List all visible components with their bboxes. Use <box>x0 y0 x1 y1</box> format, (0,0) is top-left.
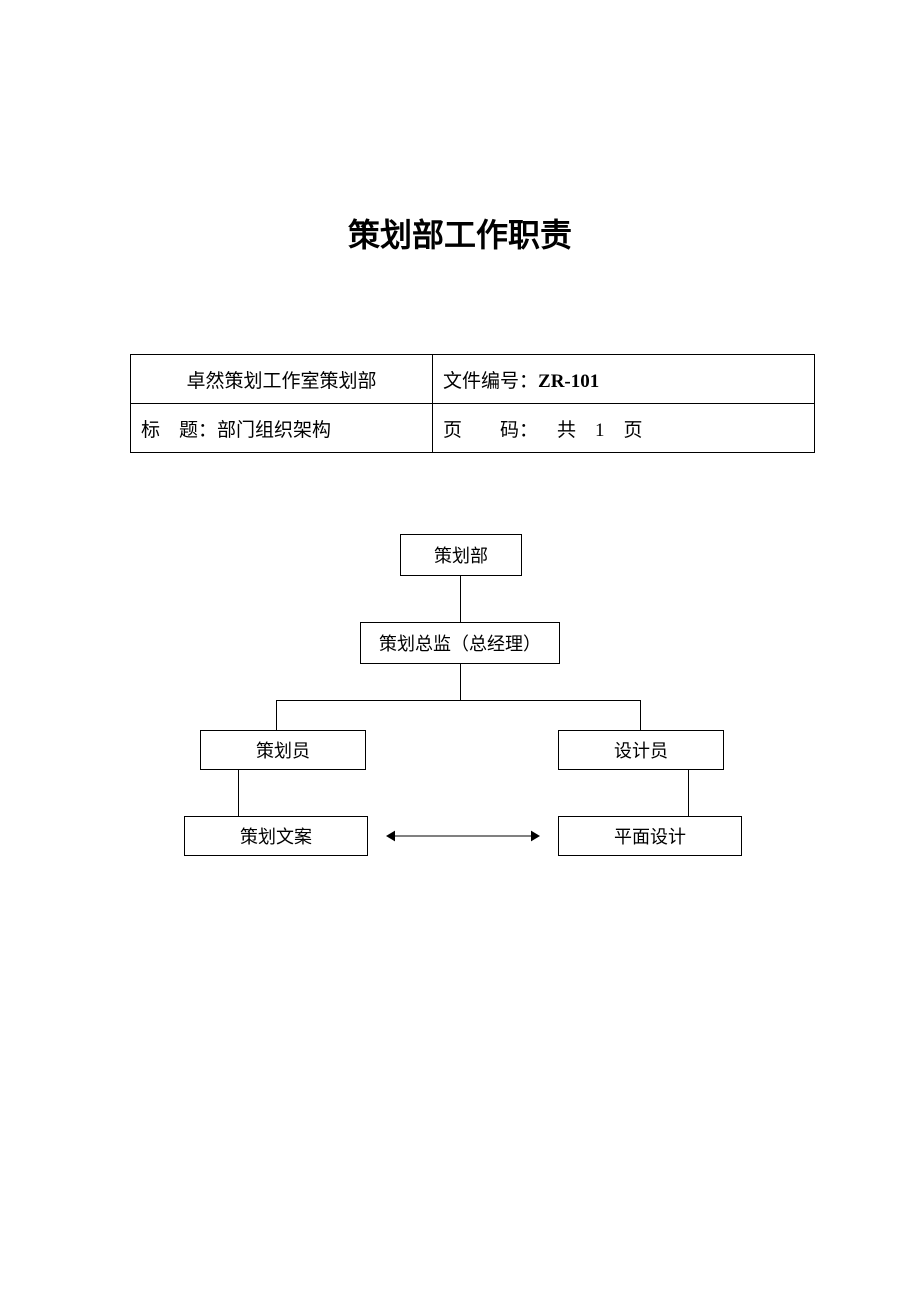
page-label: 页 码： <box>443 420 538 441</box>
org-node-director: 策划总监（总经理） <box>360 622 560 664</box>
org-node-root: 策划部 <box>400 534 522 576</box>
double-arrow-icon <box>386 825 540 847</box>
org-node-label: 策划部 <box>434 542 488 568</box>
org-node-label: 策划总监（总经理） <box>379 630 541 656</box>
org-node-copywriting: 策划文案 <box>184 816 368 856</box>
org-connector <box>460 576 461 622</box>
docno-label: 文件编号： <box>443 371 538 392</box>
org-connector <box>688 770 689 816</box>
org-node-label: 设计员 <box>614 737 668 763</box>
org-connector <box>238 770 239 816</box>
cell-page: 页 码： 共 1 页 <box>433 404 815 453</box>
org-node-label: 策划文案 <box>240 823 312 849</box>
org-node-planner: 策划员 <box>200 730 366 770</box>
org-node-label: 策划员 <box>256 737 310 763</box>
cell-dept: 卓然策划工作室策划部 <box>131 355 433 404</box>
org-connector <box>460 664 461 700</box>
subject-label: 标 题： <box>141 420 217 441</box>
org-node-graphic: 平面设计 <box>558 816 742 856</box>
page-title: 策划部工作职责 <box>0 210 920 256</box>
org-node-designer: 设计员 <box>558 730 724 770</box>
subject-value: 部门组织架构 <box>217 420 331 441</box>
dept-text: 卓然策划工作室策划部 <box>186 371 376 392</box>
cell-docno: 文件编号：ZR-101 <box>433 355 815 404</box>
org-connector <box>276 700 641 701</box>
docno-value: ZR-101 <box>538 371 599 392</box>
org-node-label: 平面设计 <box>614 823 686 849</box>
org-connector <box>640 700 641 730</box>
cell-subject: 标 题：部门组织架构 <box>131 404 433 453</box>
page-value: 共 1 页 <box>538 420 643 441</box>
org-connector <box>276 700 277 730</box>
title-text: 策划部工作职责 <box>348 217 572 253</box>
doc-info-table: 卓然策划工作室策划部 文件编号：ZR-101 标 题：部门组织架构 页 码： 共… <box>130 354 815 453</box>
